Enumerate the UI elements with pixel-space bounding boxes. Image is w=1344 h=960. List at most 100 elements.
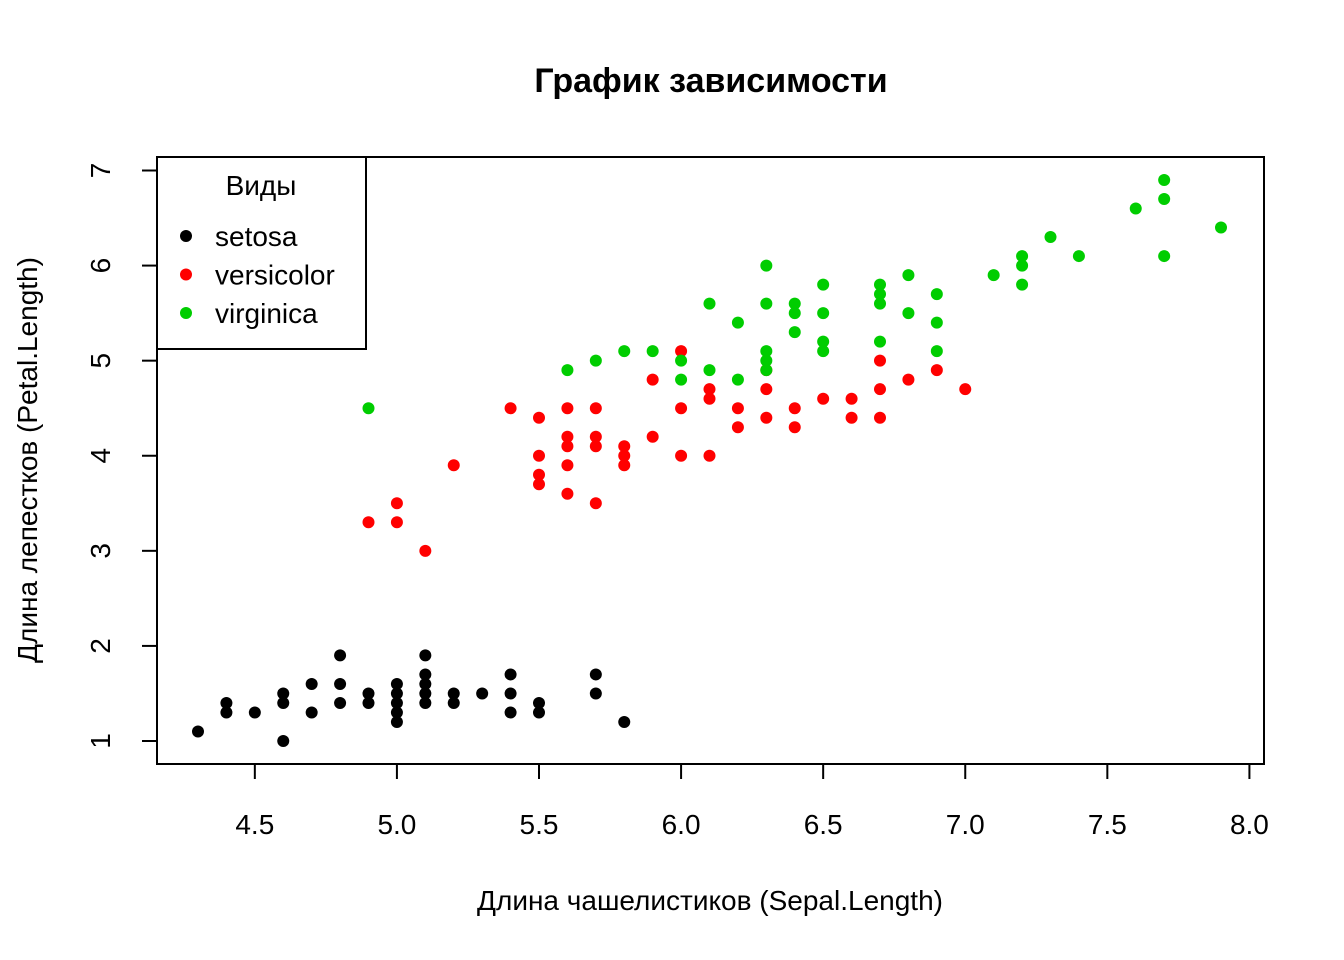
data-point <box>589 402 602 415</box>
data-point <box>390 516 403 529</box>
data-point <box>618 440 631 453</box>
data-point <box>902 373 915 386</box>
legend: Виды setosa versicolor virginica <box>156 156 367 350</box>
data-point <box>277 696 290 709</box>
x-tick-label: 6.0 <box>662 809 701 840</box>
data-point <box>788 402 801 415</box>
data-point <box>362 402 375 415</box>
data-point <box>675 402 688 415</box>
data-point <box>334 677 347 690</box>
data-point <box>362 696 375 709</box>
data-point <box>703 383 716 396</box>
data-point <box>788 297 801 310</box>
legend-label: versicolor <box>215 260 335 291</box>
data-point <box>760 297 773 310</box>
data-point <box>589 497 602 510</box>
data-point <box>874 288 886 301</box>
data-point <box>731 402 744 415</box>
data-point <box>817 345 830 358</box>
y-tick-label: 2 <box>85 638 116 654</box>
data-point <box>504 402 517 415</box>
data-point <box>959 383 972 396</box>
data-point <box>447 696 460 709</box>
data-point <box>646 345 659 358</box>
data-point <box>447 687 460 700</box>
x-tick-label: 4.5 <box>235 809 274 840</box>
data-point <box>390 687 403 700</box>
legend-marker <box>180 268 192 281</box>
data-point <box>561 459 574 472</box>
y-tick-label: 7 <box>85 163 116 179</box>
data-point <box>703 364 716 377</box>
data-point <box>504 687 517 700</box>
data-point <box>902 269 915 282</box>
data-point <box>419 696 432 709</box>
data-point <box>362 516 375 529</box>
data-point <box>390 715 403 728</box>
data-point <box>874 278 886 291</box>
legend-title: Виды <box>226 170 297 201</box>
data-point <box>874 411 886 424</box>
data-point <box>731 316 744 329</box>
x-tick-label: 7.0 <box>946 809 985 840</box>
legend-label: setosa <box>215 221 298 252</box>
data-point <box>305 677 318 690</box>
data-point <box>390 497 403 510</box>
data-point <box>589 440 602 453</box>
data-point <box>1158 250 1171 263</box>
data-point <box>1016 250 1029 263</box>
data-point <box>618 459 631 472</box>
data-point <box>220 706 233 719</box>
data-point <box>675 354 688 367</box>
data-point <box>731 373 744 386</box>
data-point <box>277 735 290 747</box>
y-axis-label: Длина лепестков (Petal.Length) <box>12 257 43 663</box>
chart-title: График зависимости <box>534 62 887 100</box>
data-point <box>192 725 204 738</box>
y-tick-label: 6 <box>85 258 116 274</box>
data-point <box>703 449 716 462</box>
data-point <box>930 316 943 329</box>
data-point <box>1072 250 1085 263</box>
data-point <box>760 364 773 377</box>
data-point <box>533 706 545 719</box>
data-point <box>220 696 233 709</box>
data-point <box>1158 193 1171 206</box>
data-point <box>447 459 460 472</box>
data-point <box>874 297 886 310</box>
data-point <box>533 449 545 462</box>
data-point <box>1044 231 1057 244</box>
x-tick-label: 5.0 <box>377 809 416 840</box>
data-point <box>362 687 375 700</box>
y-axis: 1 2 3 4 5 6 7 <box>85 163 158 749</box>
data-point <box>334 696 347 709</box>
data-point <box>902 307 915 320</box>
data-point <box>419 668 432 681</box>
data-point <box>561 430 574 443</box>
legend-marker <box>180 307 192 319</box>
data-point <box>646 430 659 443</box>
data-point <box>930 288 943 301</box>
data-point <box>561 402 574 415</box>
x-tick-label: 5.5 <box>520 809 559 840</box>
data-point <box>476 687 489 700</box>
data-point <box>561 440 574 453</box>
data-point <box>390 706 403 719</box>
data-point <box>305 706 318 719</box>
legend-marker <box>180 230 192 242</box>
y-tick-label: 5 <box>85 353 116 369</box>
data-point <box>675 449 688 462</box>
x-axis: 4.5 5.0 5.5 6.0 6.5 7.0 7.5 8.0 <box>235 763 1269 840</box>
data-point <box>419 649 432 662</box>
data-point <box>874 383 886 396</box>
data-point <box>930 345 943 358</box>
data-point <box>419 687 432 700</box>
y-tick-label: 3 <box>85 543 116 559</box>
data-point <box>419 677 432 690</box>
y-tick-label: 1 <box>85 733 116 749</box>
data-point <box>1016 278 1029 291</box>
data-point <box>817 335 830 348</box>
data-point <box>845 411 858 424</box>
data-points <box>192 174 1227 747</box>
